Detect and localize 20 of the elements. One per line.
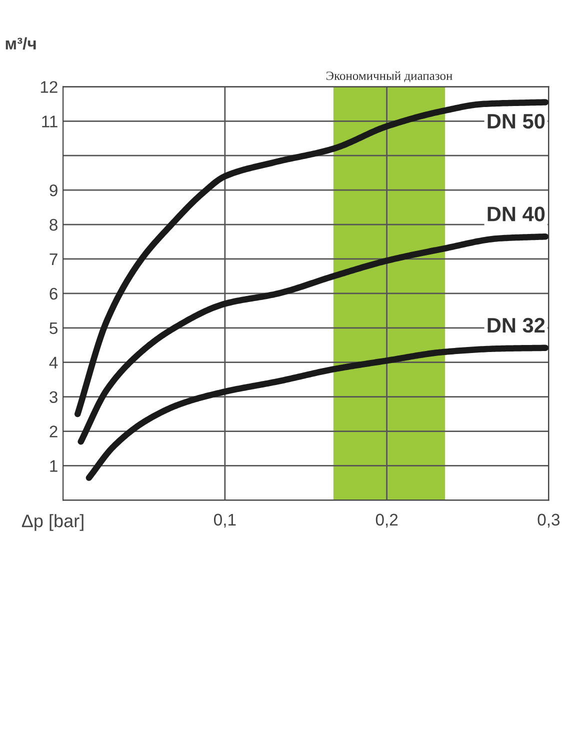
y-tick-label: 9	[50, 184, 58, 196]
y-tick-label: 7	[50, 254, 58, 266]
y-tick-label: 2	[50, 426, 58, 438]
y-tick-label: 8	[50, 218, 58, 231]
y-tick-label: 1	[50, 460, 58, 472]
series-label: DN 32	[488, 318, 545, 333]
y-tick-label: 12	[40, 81, 58, 93]
y-axis-title: м³/ч	[6, 37, 36, 50]
x-tick-label: 0,3	[538, 514, 560, 528]
x-tick-label: 0,2	[376, 514, 398, 528]
series-label: DN 40	[488, 206, 545, 222]
series-label: DN 50	[488, 114, 545, 129]
y-tick-label: 11	[42, 116, 58, 128]
y-tick-label: 3	[50, 391, 58, 404]
band-label: Экономичный диапазон	[326, 71, 452, 82]
y-tick-label: 5	[50, 322, 58, 334]
y-tick-label: 4	[49, 356, 58, 368]
x-tick-label: 0,1	[214, 514, 236, 528]
y-tick-label: 6	[50, 288, 58, 300]
x-axis-title: Δp [bar]	[22, 514, 84, 531]
